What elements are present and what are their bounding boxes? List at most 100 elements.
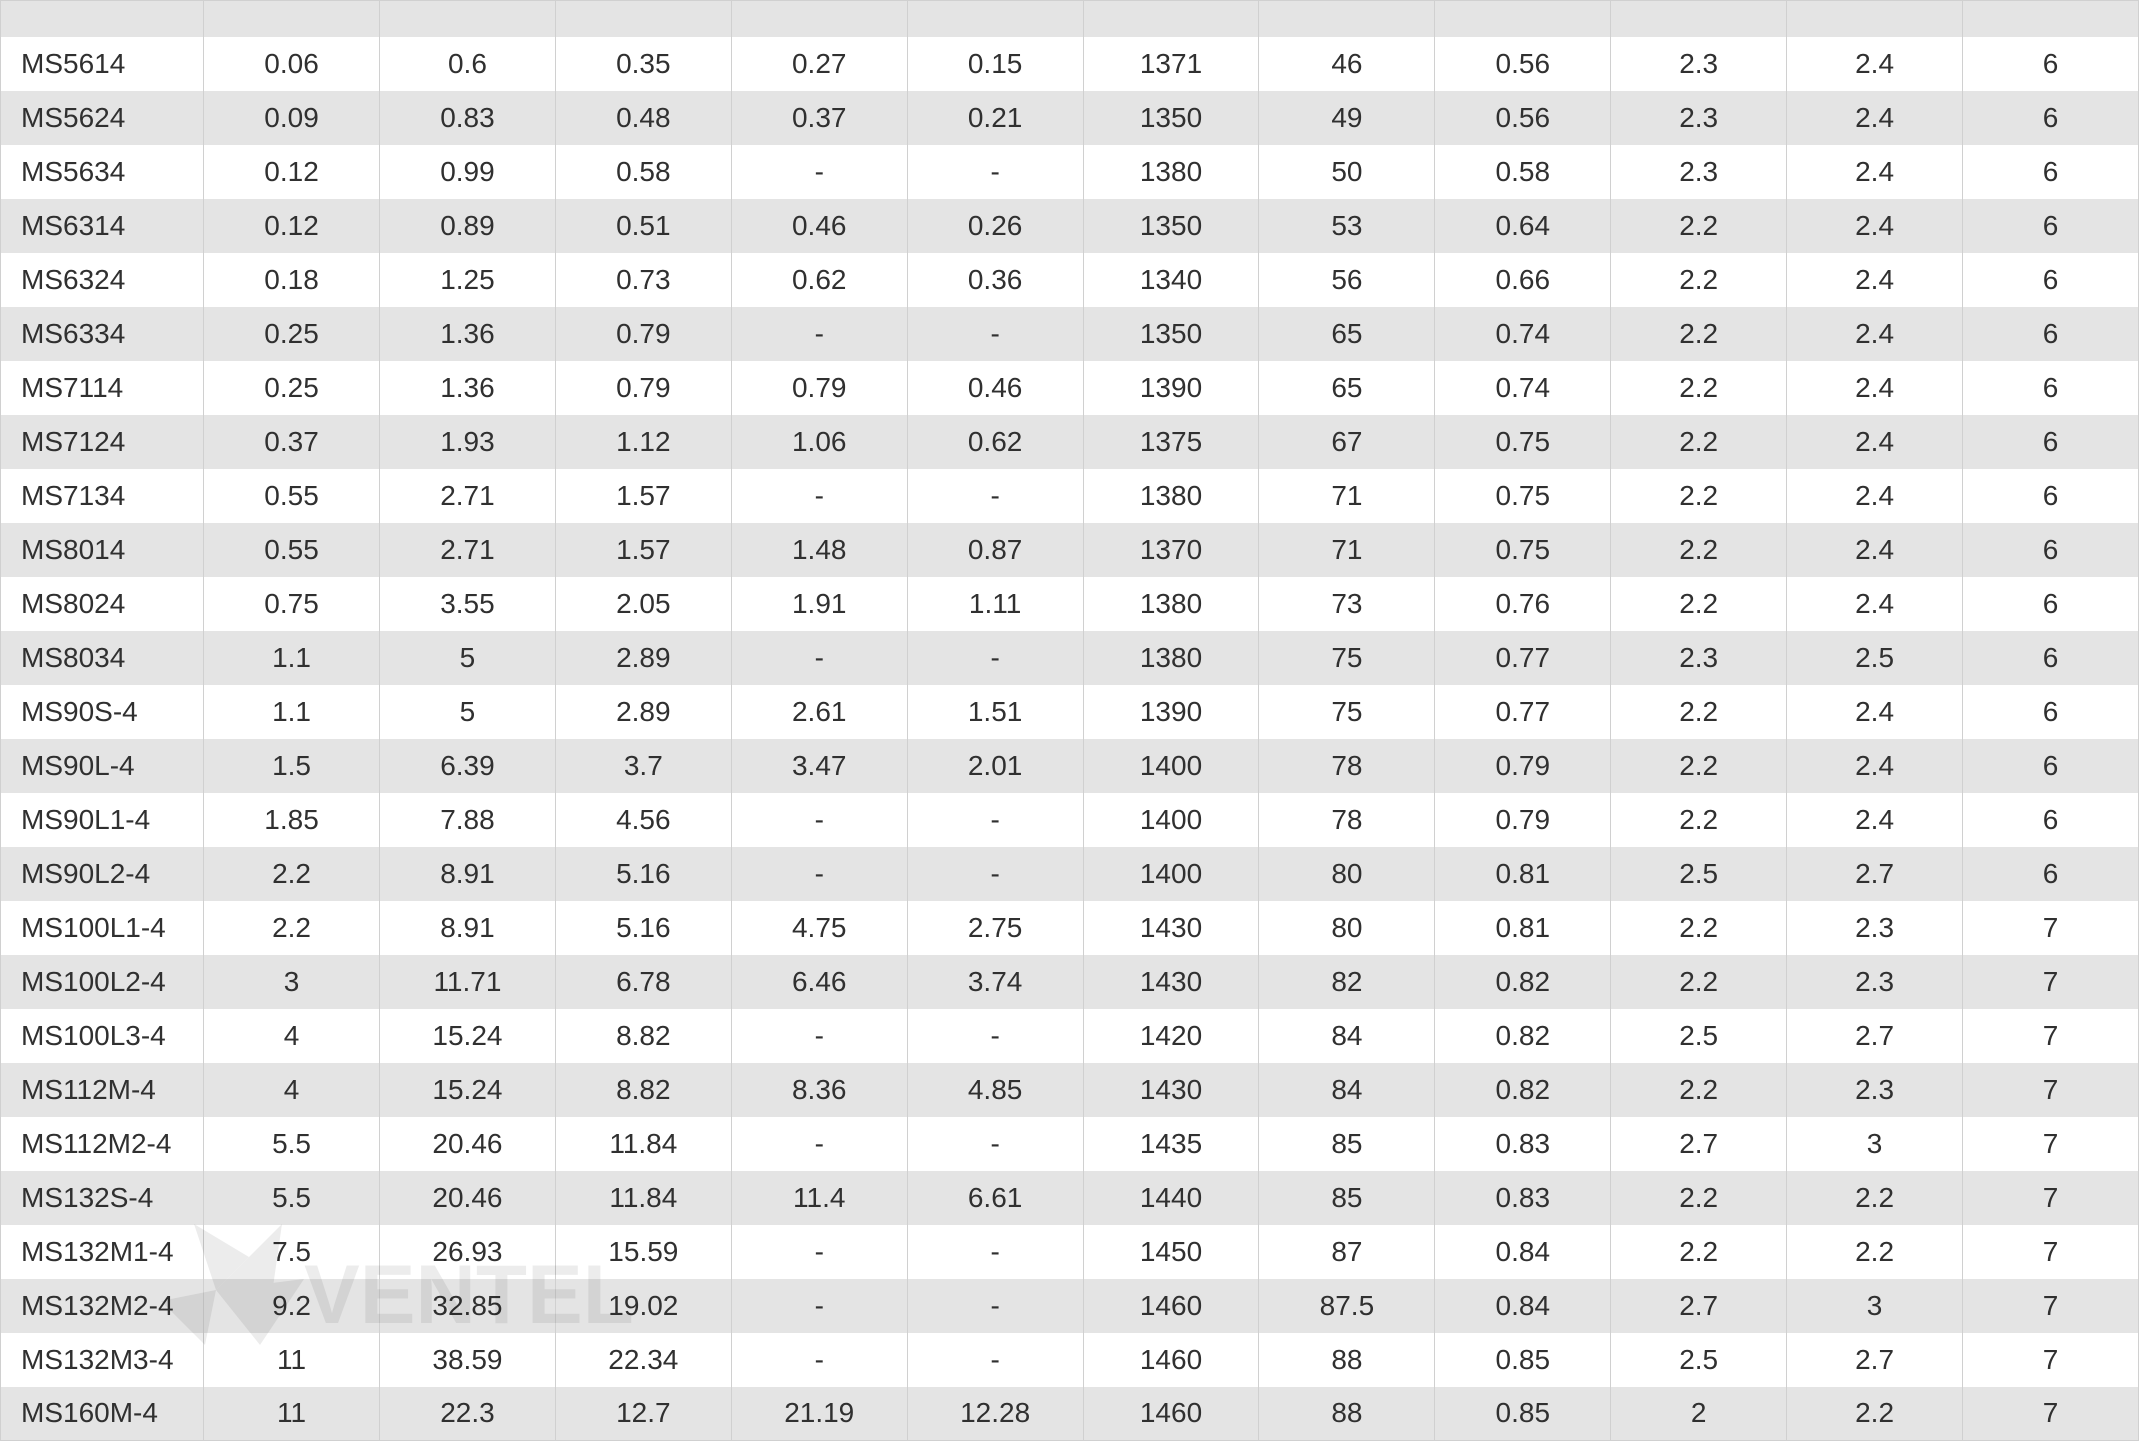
value-cell: 3.7 [555,739,731,793]
value-cell: 11.4 [731,1171,907,1225]
value-cell: 0.77 [1435,631,1611,685]
model-cell: MS8034 [1,631,204,685]
value-cell: - [731,631,907,685]
value-cell: 2.4 [1787,145,1963,199]
value-cell: 5.16 [555,901,731,955]
value-cell: 4.56 [555,793,731,847]
table-row: MS71340.552.711.57--1380710.752.22.46 [1,469,2139,523]
value-cell: 11 [204,1333,380,1387]
value-cell: 6 [1963,199,2139,253]
value-cell: 7 [1963,1225,2139,1279]
value-cell: 67 [1259,415,1435,469]
value-cell: - [907,1279,1083,1333]
value-cell: 0.85 [1435,1387,1611,1441]
table-row: MS132M3-41138.5922.34--1460880.852.52.77 [1,1333,2139,1387]
value-cell: 0.51 [555,199,731,253]
value-cell: 84 [1259,1063,1435,1117]
value-cell: 71 [1259,523,1435,577]
value-cell: 1371 [1083,37,1259,91]
value-cell: 1400 [1083,847,1259,901]
table-row: MS160M-41122.312.721.1912.281460880.8522… [1,1387,2139,1441]
value-cell: 2.2 [1611,361,1787,415]
value-cell: 0.84 [1435,1279,1611,1333]
value-cell: - [907,145,1083,199]
value-cell: 0.21 [907,91,1083,145]
value-cell: 2.05 [555,577,731,631]
value-cell: 0.27 [731,37,907,91]
value-cell: 2.4 [1787,253,1963,307]
model-cell: MS7134 [1,469,204,523]
value-cell: - [907,1117,1083,1171]
value-cell: 26.93 [380,1225,556,1279]
value-cell: 2.2 [1611,307,1787,361]
value-cell: 8.91 [380,901,556,955]
model-cell: MS7114 [1,361,204,415]
value-cell: 1430 [1083,1063,1259,1117]
value-cell: 0.46 [907,361,1083,415]
value-cell: 0.37 [204,415,380,469]
value-cell: 2.61 [731,685,907,739]
value-cell: 1340 [1083,253,1259,307]
value-cell: 0.79 [1435,739,1611,793]
table-row: MS132M2-49.232.8519.02--146087.50.842.73… [1,1279,2139,1333]
value-cell: 2.4 [1787,415,1963,469]
value-cell: 82 [1259,955,1435,1009]
value-cell: 2.2 [1611,685,1787,739]
value-cell: 11.84 [555,1171,731,1225]
value-cell: 0.83 [1435,1171,1611,1225]
table-row: MS112M-4415.248.828.364.851430840.822.22… [1,1063,2139,1117]
value-cell: 1380 [1083,145,1259,199]
value-cell: 2.2 [1787,1387,1963,1441]
value-cell: 0.82 [1435,1009,1611,1063]
value-cell: 2.3 [1787,901,1963,955]
value-cell: 78 [1259,793,1435,847]
value-cell: 2.2 [1611,793,1787,847]
value-cell: 1420 [1083,1009,1259,1063]
value-cell: 0.6 [380,37,556,91]
value-cell: 0.75 [1435,469,1611,523]
value-cell: 2.5 [1611,1009,1787,1063]
value-cell: 75 [1259,685,1435,739]
value-cell: 1.36 [380,361,556,415]
value-cell: 46 [1259,37,1435,91]
value-cell: 0.58 [1435,145,1611,199]
table-row: MS90L1-41.857.884.56--1400780.792.22.46 [1,793,2139,847]
value-cell: 80 [1259,847,1435,901]
value-cell: 0.06 [204,37,380,91]
value-cell: 0.48 [555,91,731,145]
value-cell: 4 [204,1009,380,1063]
value-cell: 87 [1259,1225,1435,1279]
value-cell: 2.2 [1611,955,1787,1009]
value-cell: 0.89 [380,199,556,253]
value-cell: - [907,1333,1083,1387]
value-cell: 0.83 [380,91,556,145]
table-row: MS56340.120.990.58--1380500.582.32.46 [1,145,2139,199]
value-cell: 2.7 [1787,1009,1963,1063]
value-cell: 1.11 [907,577,1083,631]
value-cell: 0.74 [1435,307,1611,361]
value-cell: 3 [1787,1279,1963,1333]
value-cell: 1.1 [204,685,380,739]
value-cell: 1400 [1083,739,1259,793]
value-cell: 0.82 [1435,955,1611,1009]
value-cell: - [731,1333,907,1387]
value-cell: 1.93 [380,415,556,469]
value-cell: 2.4 [1787,577,1963,631]
value-cell: 1.12 [555,415,731,469]
model-cell: MS6314 [1,199,204,253]
value-cell: 2.4 [1787,37,1963,91]
value-cell: 6 [1963,253,2139,307]
model-cell: MS5624 [1,91,204,145]
value-cell: 6 [1963,577,2139,631]
value-cell: 0.75 [1435,415,1611,469]
value-cell: 1390 [1083,685,1259,739]
value-cell: 1.57 [555,523,731,577]
value-cell: 0.84 [1435,1225,1611,1279]
value-cell: 21.19 [731,1387,907,1441]
value-cell: 80 [1259,901,1435,955]
value-cell: 0.58 [555,145,731,199]
value-cell: 0.75 [1435,523,1611,577]
value-cell: 5 [380,685,556,739]
value-cell: 1.48 [731,523,907,577]
value-cell: 22.34 [555,1333,731,1387]
